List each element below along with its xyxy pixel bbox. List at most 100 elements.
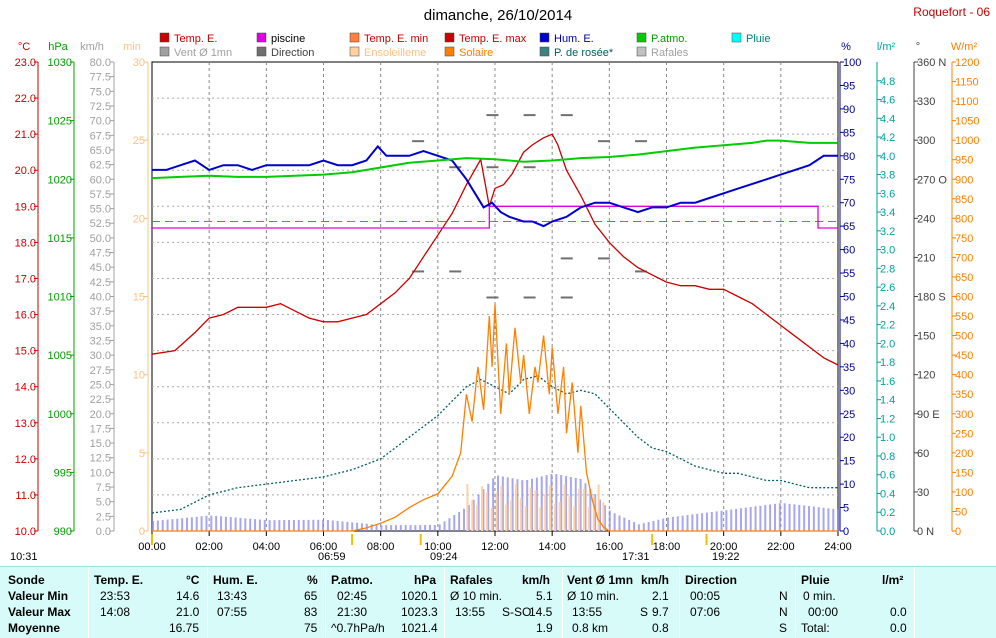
gust-bar (229, 517, 232, 531)
y-tick-label: 60 (917, 448, 929, 460)
y-tick-label: 240 (917, 213, 935, 225)
y-tick-label: 1.8 (880, 357, 895, 369)
gust-bar (608, 510, 611, 531)
gust-bar (244, 518, 247, 531)
gust-bar (730, 509, 733, 531)
y-tick-label: 2.8 (880, 263, 895, 275)
y-tick-label: 0.8 (880, 451, 895, 463)
y-tick-label: 3.2 (880, 226, 895, 238)
y-tick-label: 65.0 (90, 145, 111, 157)
y-tick-label: 67.5 (90, 130, 111, 142)
gust-bar (356, 522, 359, 531)
weather-chart: dimanche, 26/10/2014 Roquefort - 06 Temp… (15, 5, 991, 553)
y-tick-label: 22.5 (90, 394, 111, 406)
y-tick-label: 30.0 (90, 350, 111, 362)
y-tick-label: 995 (54, 467, 72, 479)
gust-bar (642, 523, 645, 531)
gust-bar (152, 521, 154, 531)
y-tick-label: 1000 (955, 135, 979, 147)
y-tick-label: 300 (955, 409, 973, 421)
gust-bar (380, 525, 383, 531)
gust-bar (492, 478, 495, 531)
y-tick-label: 4.4 (880, 113, 895, 125)
hum-avg-value: 75 (304, 621, 318, 635)
gust-bar (837, 509, 840, 531)
gust-bar (579, 478, 582, 531)
y-tick-label: 350 (955, 389, 973, 401)
day-start-time: 10:31 (10, 551, 38, 563)
y-tick-label: 20 (843, 432, 855, 444)
legend-swatch (349, 46, 360, 57)
y-tick-label: 95 (843, 80, 855, 92)
sunshine-bar (568, 496, 571, 531)
y-tick-label: 35 (843, 362, 855, 374)
y-tick-label: 75 (843, 174, 855, 186)
legend-label: Vent Ø 1mn (174, 47, 232, 59)
gust-bar (166, 519, 169, 531)
gust-bar (322, 519, 325, 531)
y-tick-label: 45.0 (90, 262, 111, 274)
gust-bar (220, 516, 223, 531)
gust-bar (613, 513, 616, 531)
direction-mark (523, 166, 536, 169)
direction-mark (560, 296, 573, 299)
gust-bar (404, 525, 407, 531)
y-tick-label: 2.6 (880, 282, 895, 294)
y-tick-label: 17.0 (15, 273, 36, 285)
row-label: Valeur Max (8, 605, 71, 619)
legend-swatch (444, 46, 455, 57)
hdr-dir: Direction (685, 573, 738, 587)
gust-bar (759, 505, 762, 531)
pluie-min-label: 0 min. (803, 589, 836, 603)
legend-label: Solaire (459, 47, 493, 59)
gust-bar (516, 479, 519, 531)
gust-bar (725, 510, 728, 531)
vent-max-direction: S (640, 605, 649, 619)
gust-bar (278, 520, 281, 531)
gust-bar (501, 476, 504, 531)
y-tick-label: 1010 (48, 292, 72, 304)
y-tick-label: 0.0 (880, 526, 895, 538)
sunshine-bar (553, 503, 556, 531)
raf-max-value: 14.5 (529, 605, 553, 619)
gust-bar (739, 508, 742, 531)
y-tick-label: 1050 (955, 116, 979, 128)
raf-min-label: Ø 10 min. (450, 589, 503, 603)
y-tick-label: 5 (139, 448, 145, 460)
y-tick-label: 20 (133, 213, 145, 225)
y-tick-label: 0.2 (880, 507, 895, 519)
dir-max-value: N (779, 605, 788, 619)
hdr-temp-unit: °C (186, 573, 200, 587)
y-tick-label: 210 (917, 252, 935, 264)
gust-bar (399, 525, 402, 531)
x-tick-label: 14:00 (538, 541, 566, 553)
y-tick-label: 1020 (48, 174, 72, 186)
direction-mark (523, 296, 536, 299)
temp-min-time: 23:53 (100, 589, 131, 603)
gust-bar (521, 480, 524, 531)
legend-swatch (539, 32, 550, 43)
x-tick-label: 04:00 (253, 541, 281, 553)
pluie-total-value: 0.0 (890, 621, 907, 635)
y-tick-label: 70 (843, 198, 855, 210)
gust-bar (205, 515, 208, 531)
gust-bar (584, 483, 587, 531)
gust-bar (565, 476, 568, 531)
y-tick-label: 60.0 (90, 174, 111, 186)
gust-bar (326, 520, 329, 531)
y-tick-label: 45 (843, 315, 855, 327)
temp-min-value: 14.6 (176, 589, 200, 603)
dir-min-time: 00:05 (690, 589, 721, 603)
y-tick-label: 1005 (48, 350, 72, 362)
y-tick-label: 20.0 (90, 409, 111, 421)
gust-bar (292, 519, 295, 531)
patmo-max-value: 1023.3 (401, 605, 438, 619)
gust-bar (467, 505, 470, 531)
y-tick-label: 21.0 (15, 129, 36, 141)
gust-bar (370, 524, 373, 531)
hdr-pluie-unit: l/m² (882, 573, 904, 587)
y-tick-label: 250 (955, 428, 973, 440)
patmo-min-value: 1020.1 (401, 589, 438, 603)
gust-bar (603, 505, 606, 531)
gust-bar (754, 506, 757, 531)
